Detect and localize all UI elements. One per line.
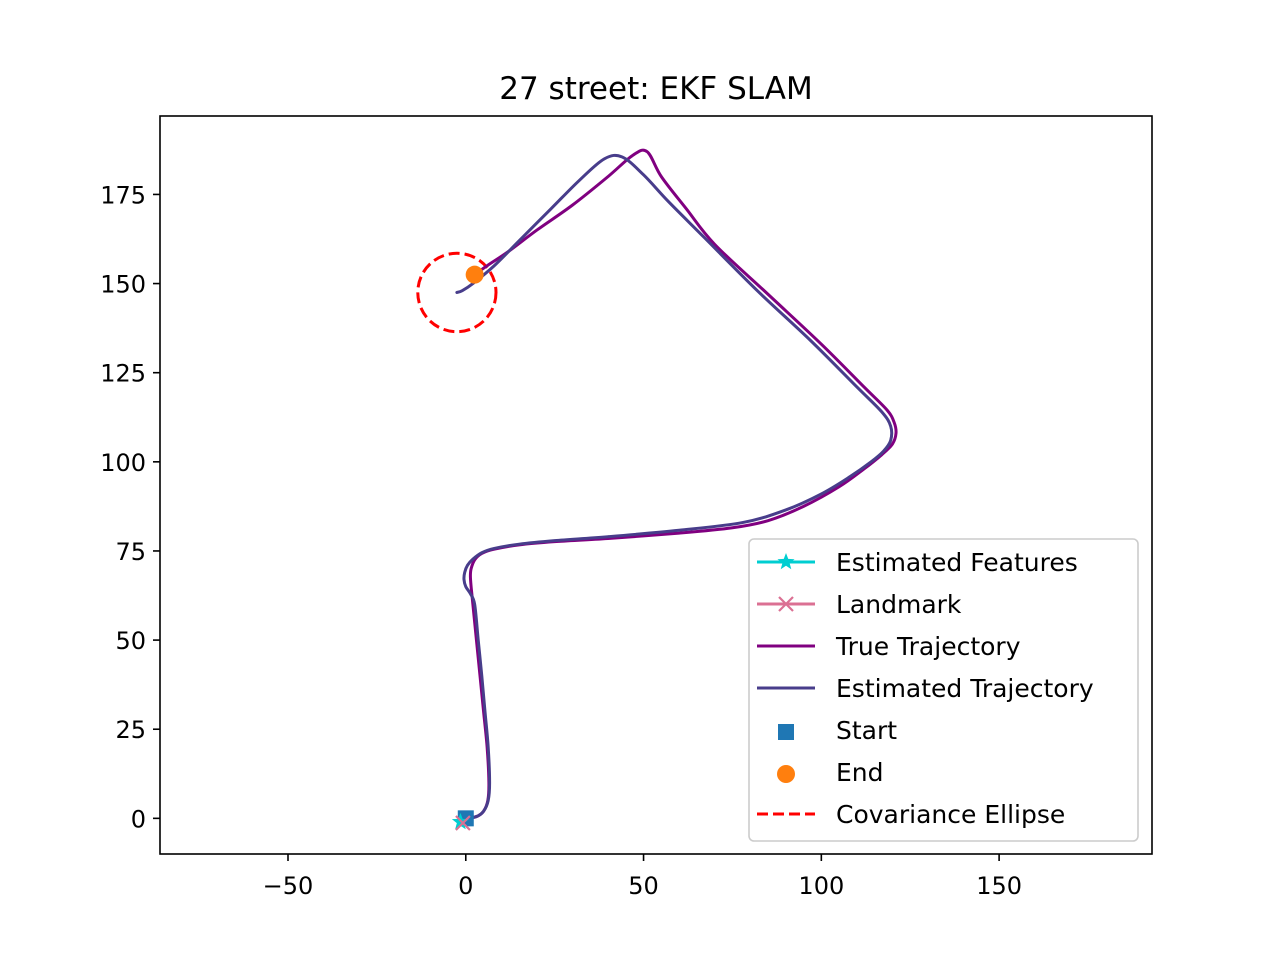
- legend-item-estimated-features: Estimated Features: [757, 548, 1078, 577]
- end-marker: [465, 265, 484, 284]
- legend-swatch-square: [778, 724, 794, 740]
- x-tick-label: −50: [263, 872, 314, 900]
- covariance-ellipse: [416, 251, 498, 334]
- y-axis: 0 25 50 75 100 125 150 175: [100, 181, 160, 833]
- x-axis: −50 0 50 100 150: [263, 854, 1022, 900]
- legend-item-start: Start: [778, 716, 897, 745]
- estimated-trajectory-line: [455, 153, 894, 820]
- legend-label: End: [836, 758, 884, 787]
- legend-swatch-circle: [777, 765, 795, 783]
- y-tick-label: 125: [100, 360, 146, 388]
- legend-swatch-x: [778, 596, 794, 612]
- legend-swatch-star: [777, 553, 795, 570]
- legend-label: Estimated Features: [836, 548, 1078, 577]
- legend-item-covariance-ellipse: Covariance Ellipse: [757, 800, 1065, 829]
- y-tick-label: 25: [115, 716, 146, 744]
- legend-label: Covariance Ellipse: [836, 800, 1065, 829]
- y-tick-label: 175: [100, 181, 146, 209]
- legend-item-true-trajectory: True Trajectory: [757, 632, 1021, 661]
- x-tick-label: 100: [798, 872, 844, 900]
- y-tick-label: 100: [100, 449, 146, 477]
- legend-item-landmark: Landmark: [757, 590, 962, 619]
- legend-label: True Trajectory: [835, 632, 1021, 661]
- x-tick-label: 50: [628, 872, 659, 900]
- legend: Estimated Features Landmark True Trajector…: [748, 538, 1139, 842]
- x-tick-label: 150: [976, 872, 1022, 900]
- x-tick-label: 0: [458, 872, 473, 900]
- y-tick-label: 150: [100, 271, 146, 299]
- landmark-marker: [455, 815, 471, 831]
- legend-item-end: End: [777, 758, 884, 787]
- legend-box: [748, 538, 1139, 842]
- true-trajectory-line: [464, 148, 898, 820]
- plot-area: [416, 148, 898, 831]
- y-tick-label: 50: [115, 627, 146, 655]
- y-tick-label: 0: [131, 805, 146, 833]
- y-tick-label: 75: [115, 538, 146, 566]
- chart-title: 27 street: EKF SLAM: [499, 71, 812, 107]
- axes-frame: [159, 115, 1153, 855]
- legend-item-estimated-trajectory: Estimated Trajectory: [757, 674, 1094, 703]
- legend-label: Start: [836, 716, 897, 745]
- legend-label: Landmark: [836, 590, 962, 619]
- legend-label: Estimated Trajectory: [836, 674, 1094, 703]
